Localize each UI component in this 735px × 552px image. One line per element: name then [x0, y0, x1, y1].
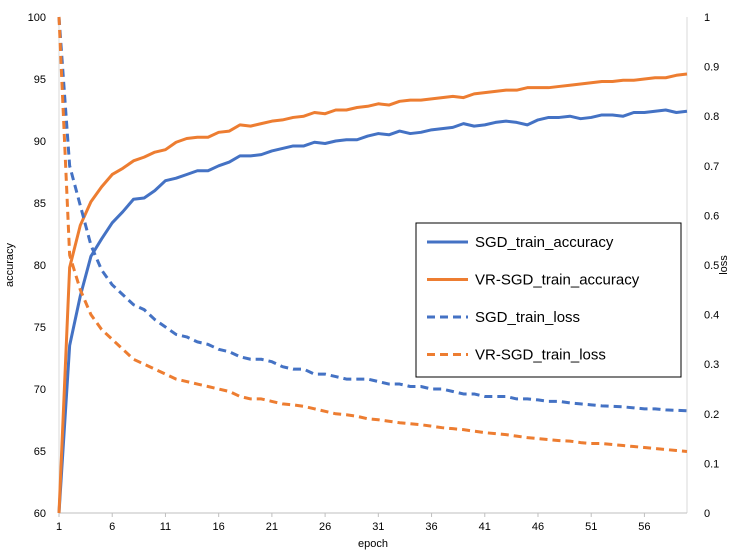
- series-layer: [57, 16, 688, 514]
- y-left-tick-label: 70: [34, 384, 46, 396]
- y-left-tick-label: 85: [34, 198, 46, 210]
- legend-items: SGD_train_accuracy VR-SGD_train_accuracy S…: [427, 234, 640, 364]
- series-line-vr-sgd-train-loss: [57, 16, 688, 453]
- y-left-tick-label: 75: [34, 322, 46, 334]
- x-tick-label: 31: [372, 521, 384, 533]
- series-line-vr-sgd-train-accuracy: [57, 72, 688, 514]
- y-right-tick-label: 0.8: [704, 111, 719, 123]
- x-tick-label: 26: [319, 521, 331, 533]
- legend-label: SGD_train_accuracy: [475, 234, 614, 251]
- y-right-tick-label: 1: [704, 12, 710, 24]
- x-tick-label: 56: [638, 521, 650, 533]
- y-left-tick-label: 95: [34, 74, 46, 86]
- y-right-tick-label: 0.5: [704, 260, 719, 272]
- y-left-tick-label: 90: [34, 136, 46, 148]
- x-tick-label: 6: [109, 521, 115, 533]
- y-left-tick-label: 60: [34, 508, 46, 520]
- x-tick-label: 51: [585, 521, 597, 533]
- y-right-tick-label: 0.1: [704, 458, 719, 470]
- y-axis-left-title: accuracy: [4, 242, 16, 287]
- y-right-tick-label: 0.7: [704, 161, 719, 173]
- y-axis-left-ticks: 60 65 70 75 80 85 90 95 100: [28, 12, 46, 520]
- y-left-tick-label: 100: [28, 12, 46, 24]
- y-right-tick-label: 0.2: [704, 409, 719, 421]
- y-left-tick-label: 65: [34, 446, 46, 458]
- y-axis-right-title: loss: [718, 255, 730, 275]
- y-right-tick-label: 0.9: [704, 62, 719, 74]
- y-right-tick-label: 0: [704, 508, 710, 520]
- legend-label: VR-SGD_train_loss: [475, 347, 606, 364]
- x-tick-label: 36: [425, 521, 437, 533]
- x-tick-label: 11: [160, 521, 171, 533]
- x-tick-label: 16: [213, 521, 225, 533]
- x-tick-label: 21: [266, 521, 278, 533]
- series-line-sgd-train-accuracy: [57, 108, 688, 514]
- legend: SGD_train_accuracy VR-SGD_train_accuracy S…: [415, 222, 682, 378]
- legend-label: VR-SGD_train_accuracy: [475, 272, 640, 289]
- x-tick-label: 46: [532, 521, 544, 533]
- x-axis-ticks: 1 6 11 16 21 26 31 36 41 46 51 56: [56, 513, 651, 533]
- x-tick-label: 1: [56, 521, 62, 533]
- series-line-sgd-train-loss: [57, 16, 688, 413]
- y-left-tick-label: 80: [34, 260, 46, 272]
- x-tick-label: 41: [479, 521, 491, 533]
- legend-box: [415, 222, 682, 378]
- x-axis-title: epoch: [358, 538, 388, 550]
- y-right-tick-label: 0.3: [704, 359, 719, 371]
- y-axis-right-ticks: 0 0.1 0.2 0.3 0.4 0.5 0.6 0.7 0.8 0.9 1: [704, 12, 719, 520]
- legend-label: SGD_train_loss: [475, 309, 580, 326]
- y-right-tick-label: 0.6: [704, 210, 719, 222]
- y-right-tick-label: 0.4: [704, 310, 719, 322]
